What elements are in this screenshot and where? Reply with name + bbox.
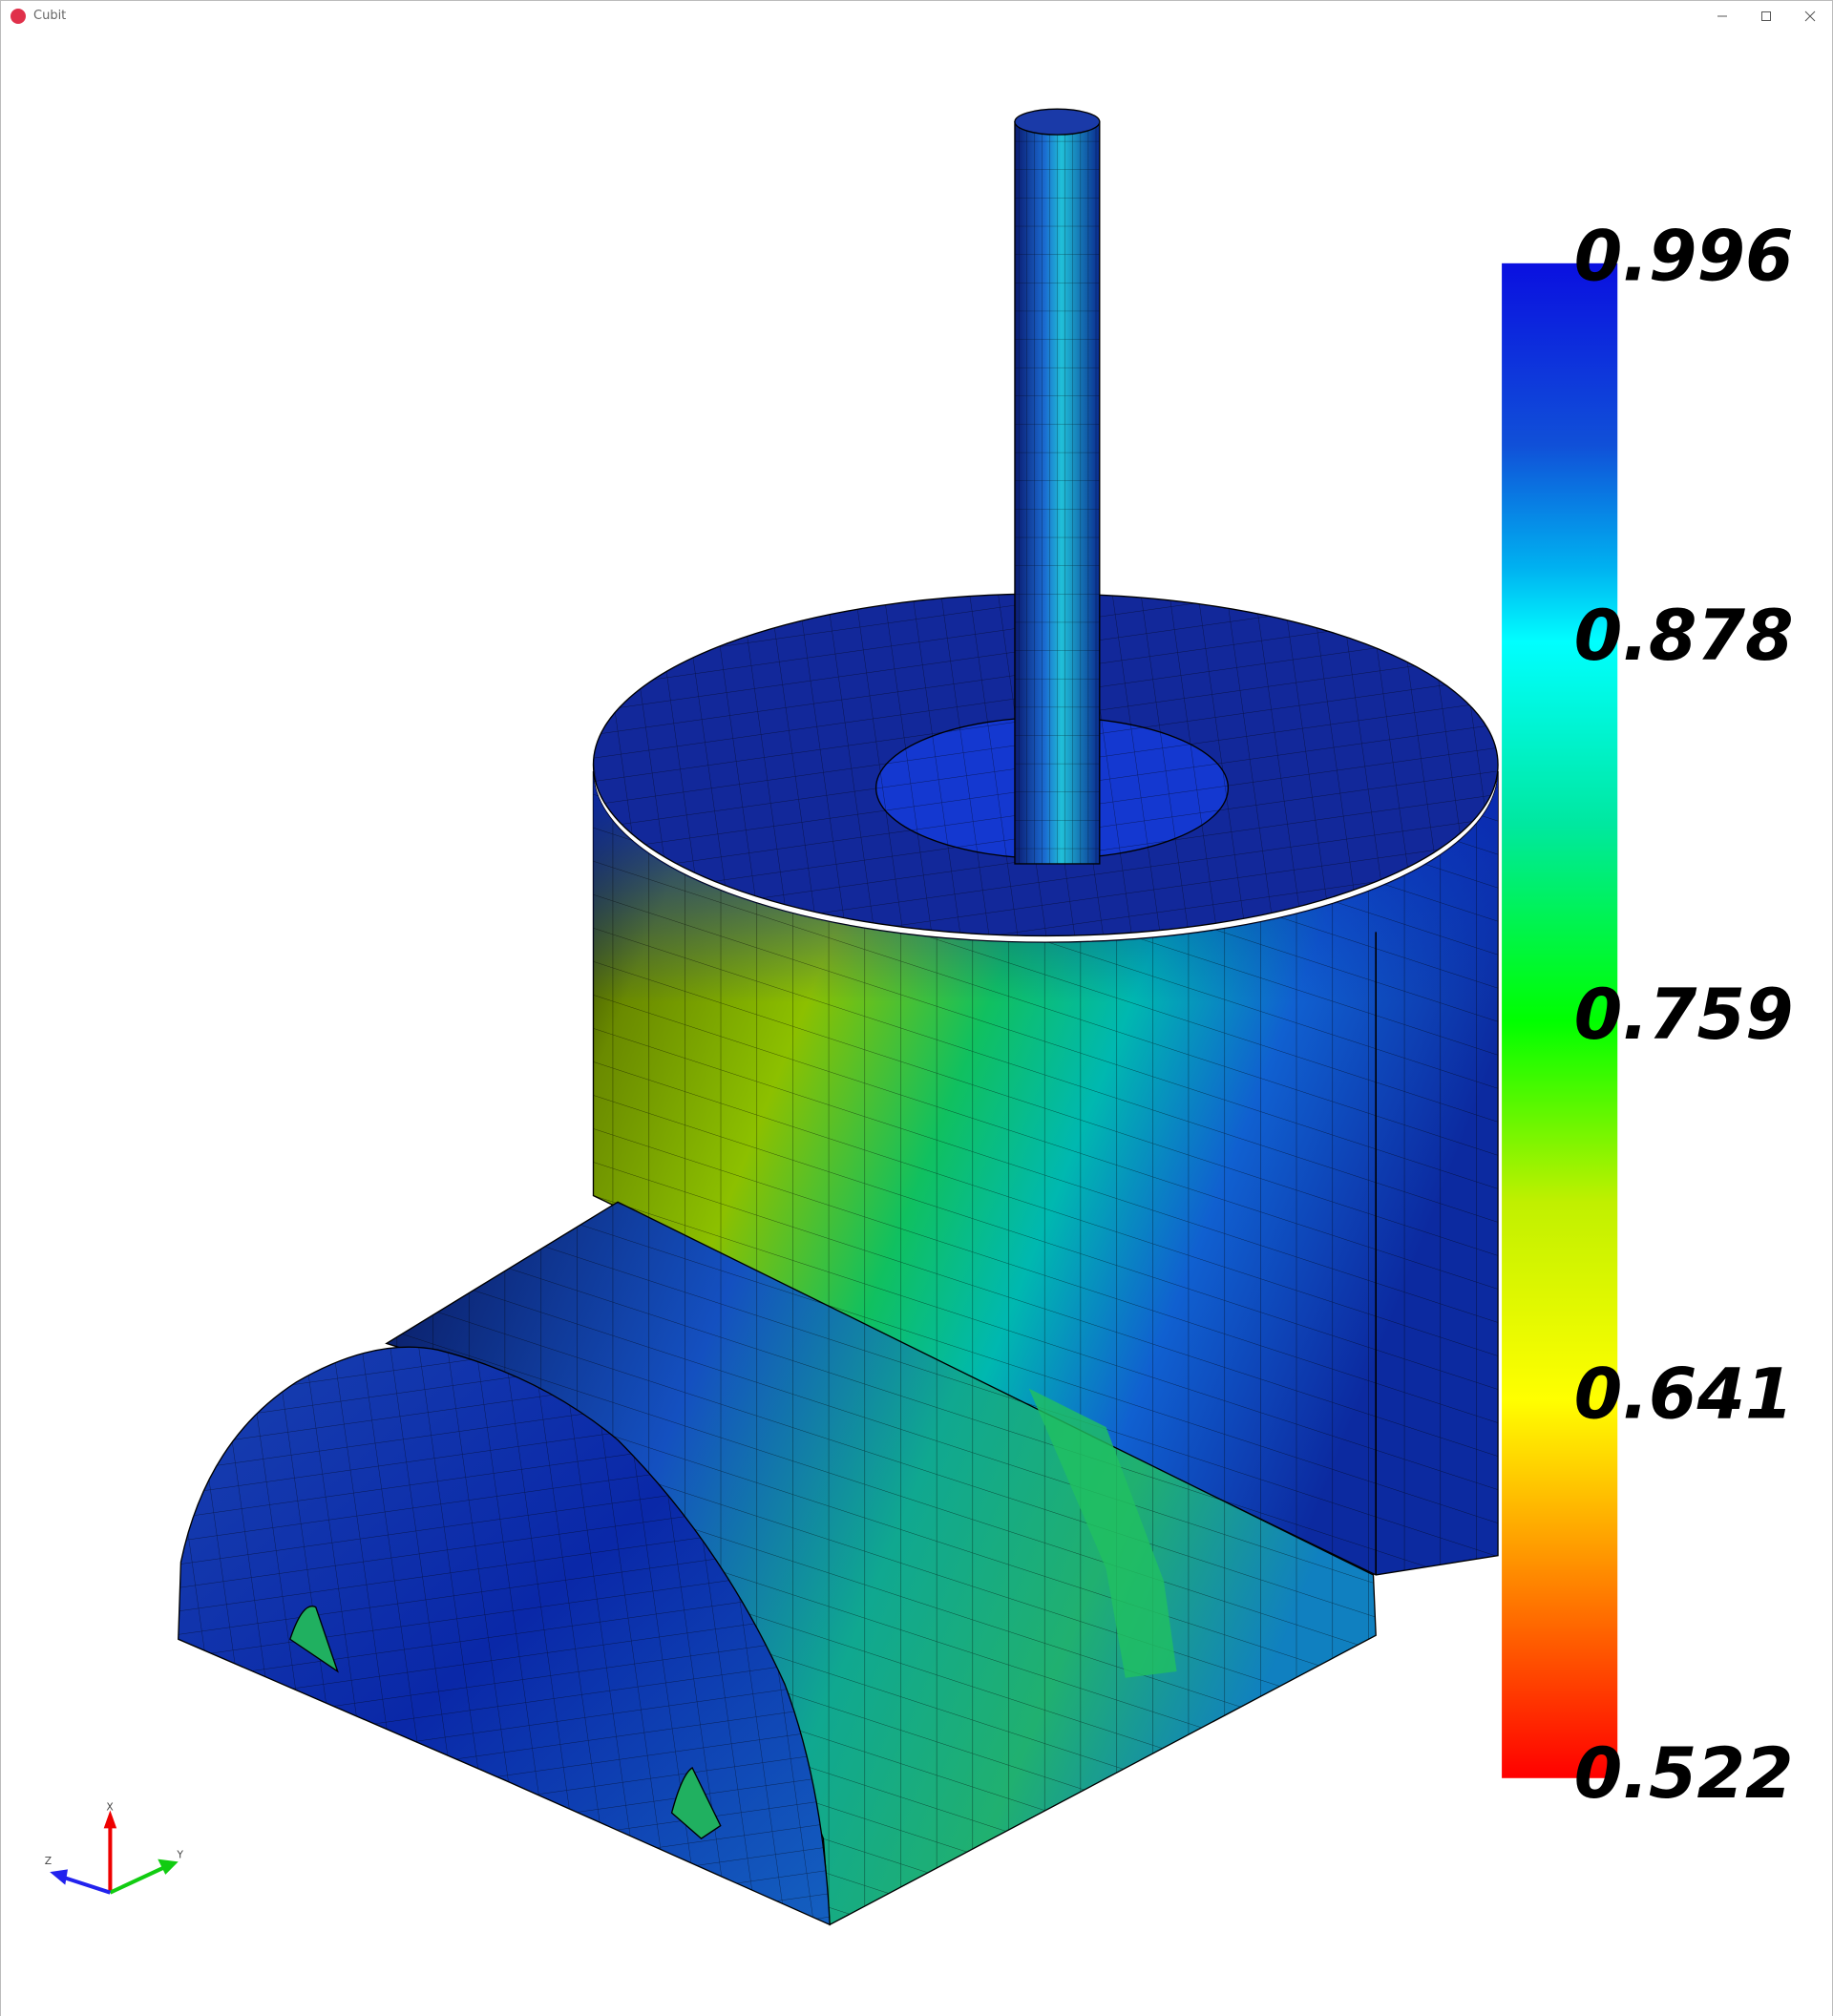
minimize-button[interactable]	[1700, 1, 1744, 31]
rod-mesh	[1014, 121, 1100, 864]
y-axis-head	[158, 1858, 179, 1875]
viewport[interactable]: 0.996 0.878 0.759 0.641 0.522 X Y Z	[0, 31, 1833, 2016]
z-axis-label: Z	[45, 1855, 52, 1867]
z-axis-head	[50, 1869, 68, 1885]
close-icon	[1804, 10, 1816, 21]
color-bar	[1502, 262, 1618, 1778]
title-bar: Cubit	[0, 0, 1833, 31]
x-axis-head	[103, 1810, 117, 1829]
y-axis-label: Y	[176, 1848, 183, 1860]
cylinder-mesh	[593, 770, 1499, 1575]
color-bar-label: 0.996	[1574, 217, 1794, 297]
color-bar-label: 0.522	[1574, 1734, 1794, 1815]
maximize-icon	[1761, 10, 1771, 21]
base-curved-mesh	[386, 1202, 1377, 1925]
color-bar-label: 0.641	[1574, 1355, 1794, 1436]
rod-top	[1014, 108, 1101, 136]
window-title: Cubit	[33, 9, 67, 23]
base-end-mesh	[178, 1347, 831, 1925]
y-axis-arrow	[109, 1864, 167, 1895]
app-icon	[11, 8, 26, 24]
color-bar-label: 0.878	[1574, 597, 1794, 677]
mesh-patch	[670, 1767, 722, 1839]
maximize-button[interactable]	[1744, 1, 1788, 31]
color-bar-label: 0.759	[1574, 976, 1794, 1056]
x-axis-label: X	[106, 1800, 114, 1813]
minimize-icon	[1717, 15, 1727, 16]
z-axis-arrow	[61, 1875, 112, 1895]
color-bar-labels: 0.996 0.878 0.759 0.641 0.522	[1574, 217, 1794, 1815]
mesh-patch	[1028, 1388, 1177, 1678]
close-button[interactable]	[1788, 1, 1832, 31]
mesh-patch	[289, 1605, 339, 1673]
